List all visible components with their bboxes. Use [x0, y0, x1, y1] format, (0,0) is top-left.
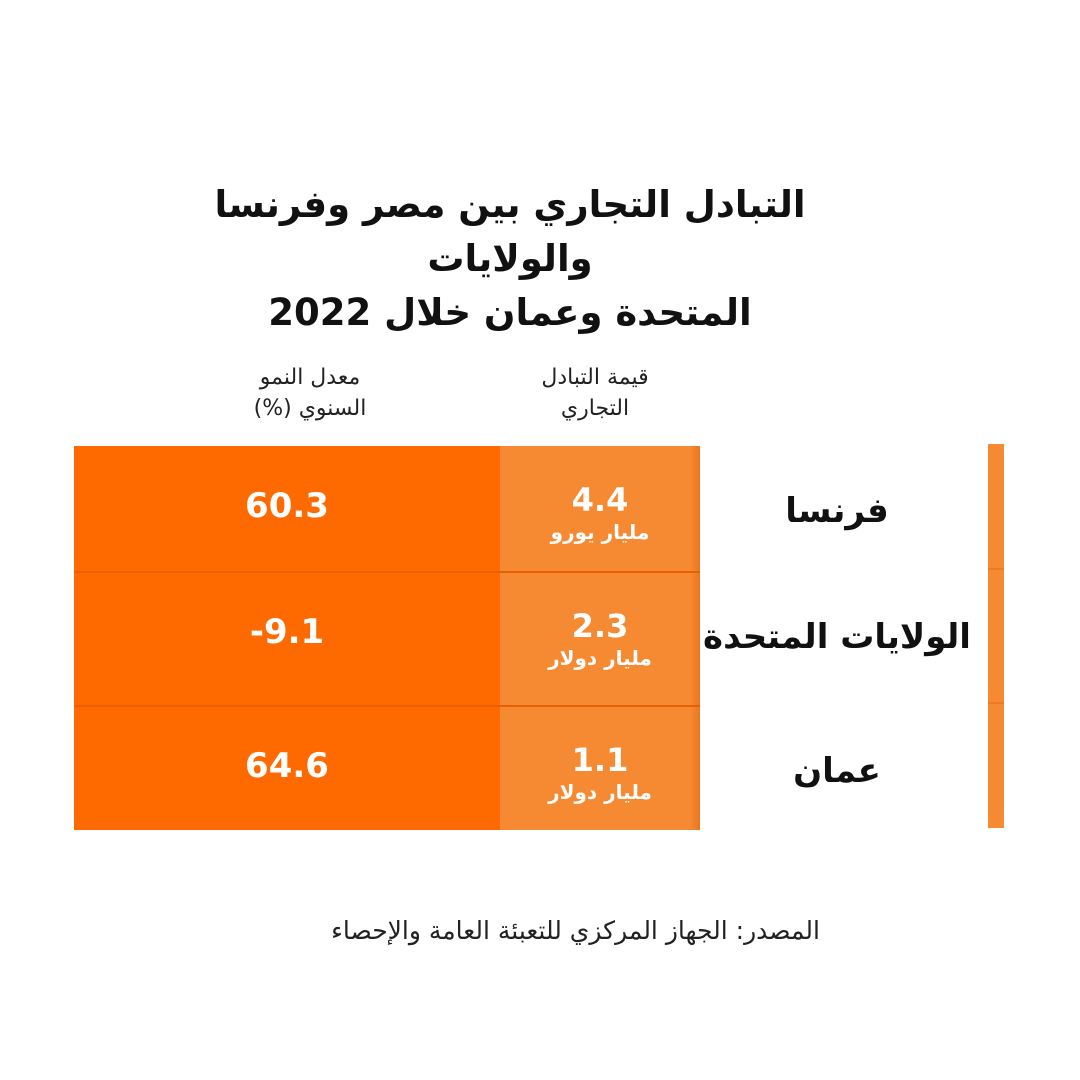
growth-rate-value: 64.6	[245, 746, 329, 786]
source-note: المصدر: الجهاز المركزي للتعبئة العامة وا…	[331, 916, 820, 945]
trade-value-unit: مليار دولار	[548, 646, 652, 670]
country-label: عمان	[793, 751, 881, 791]
chart-title-line-1: التبادل التجاري بين مصر وفرنسا والولايات	[214, 183, 806, 280]
trade-value-cell	[500, 446, 700, 572]
column-header-trade-value-line-1: قيمة التبادل	[541, 365, 649, 390]
trade-table: 60.3 4.4 مليار يورو -9.1 2.3 مليار دولار 64.6 1…	[74, 446, 700, 830]
chart-title: التبادل التجاري بين مصر وفرنسا والولايات…	[140, 178, 880, 340]
trade-value-number: 2.3	[571, 607, 629, 645]
trade-value-number: 1.1	[571, 741, 629, 779]
column-header-growth-rate-line-2: السنوي (%)	[253, 396, 367, 421]
table-row: 60.3 4.4 مليار يورو	[74, 446, 700, 572]
growth-rate-value: 60.3	[245, 486, 329, 526]
trade-value-unit: مليار دولار	[548, 780, 652, 804]
row-divider	[74, 705, 700, 707]
column-header-growth-rate: معدل النمو السنوي (%)	[210, 362, 410, 424]
row-divider	[74, 571, 700, 573]
country-label: فرنسا	[785, 491, 889, 531]
chart-title-line-2: المتحدة وعمان خلال 2022	[268, 291, 752, 334]
trade-value-cell	[500, 572, 700, 706]
side-bar-separator	[988, 702, 1004, 704]
growth-cell	[74, 446, 500, 572]
side-bar-separator	[988, 568, 1004, 570]
accent-side-bar	[988, 444, 1004, 828]
trade-value-unit: مليار يورو	[550, 520, 650, 544]
column-header-trade-value-line-2: التجاري	[560, 396, 630, 421]
growth-rate-value: -9.1	[249, 612, 325, 652]
column-header-growth-rate-line-1: معدل النمو	[259, 365, 361, 390]
trade-value-cell	[500, 706, 700, 830]
trade-value-number: 4.4	[571, 481, 629, 519]
table-row: -9.1 2.3 مليار دولار	[74, 572, 700, 706]
table-row: 64.6 1.1 مليار دولار	[74, 706, 700, 830]
growth-cell	[74, 572, 500, 706]
column-header-trade-value: قيمة التبادل التجاري	[495, 362, 695, 424]
country-label: الولايات المتحدة	[703, 617, 971, 657]
growth-cell	[74, 706, 500, 830]
